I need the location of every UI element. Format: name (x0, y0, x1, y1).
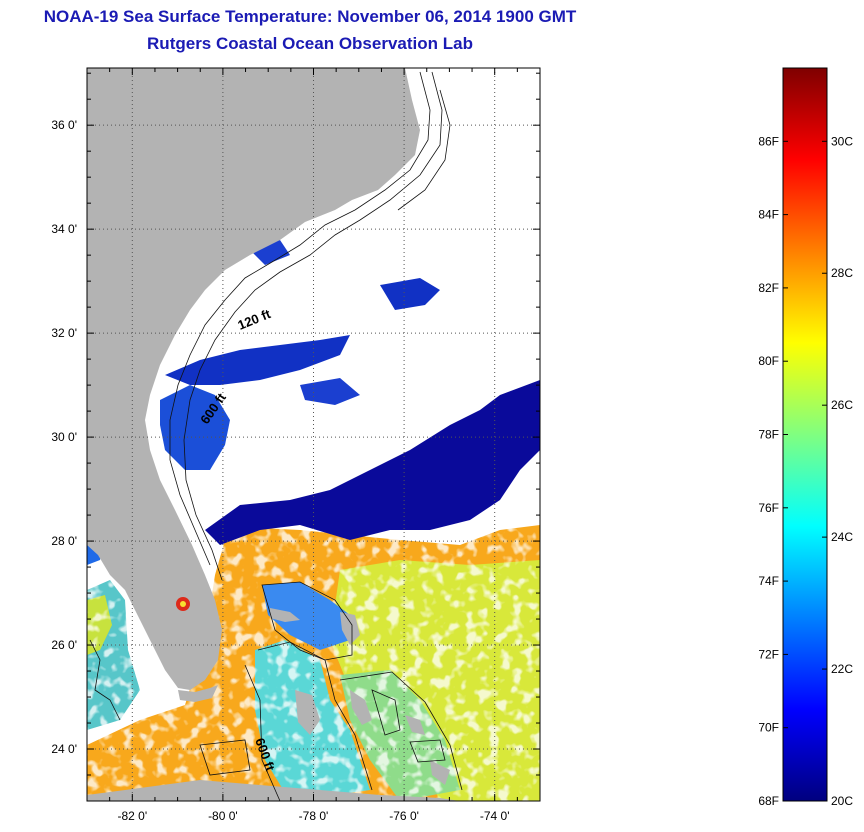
celsius-tick-label: 24C (831, 530, 853, 544)
map-frame (86, 67, 541, 802)
lon-tick-label: -76 0' (389, 809, 419, 823)
celsius-tick-label: 22C (831, 662, 853, 676)
lat-lon-grid: 24 0' 26 0' 28 0' 30 0' 32 0' 34 0' 36 0' -82 0… (51, 68, 541, 823)
sst-cold-shelf (165, 335, 350, 385)
fahrenheit-tick-label: 86F (758, 134, 779, 148)
lat-tick-label: 26 0' (51, 638, 77, 652)
colorbar-gradient (782, 67, 828, 802)
fahrenheit-tick-label: 72F (758, 647, 779, 661)
colorbar-ticks: 68F 70F 72F 74F 76F 78F 80F 82F 84F 86F 20C 22C 24C 2… (758, 134, 853, 808)
fahrenheit-tick-label: 68F (758, 794, 779, 808)
celsius-tick-label: 30C (831, 134, 853, 148)
lon-tick-label: -80 0' (208, 809, 238, 823)
celsius-tick-label: 20C (831, 794, 853, 808)
fahrenheit-tick-label: 74F (758, 574, 779, 588)
sst-cold-small-1 (300, 378, 360, 405)
map-subtitle: Rutgers Coastal Ocean Observation Lab (147, 34, 473, 53)
celsius-tick-label: 28C (831, 266, 853, 280)
fahrenheit-tick-label: 84F (758, 208, 779, 222)
lat-tick-label: 36 0' (51, 118, 77, 132)
fahrenheit-tick-label: 70F (758, 721, 779, 735)
fahrenheit-tick-label: 80F (758, 354, 779, 368)
us-east-coast-land (87, 68, 420, 690)
lat-tick-label: 30 0' (51, 430, 77, 444)
lon-tick-label: -82 0' (117, 809, 147, 823)
map-title: NOAA-19 Sea Surface Temperature: Novembe… (43, 7, 577, 26)
lon-tick-label: -74 0' (480, 809, 510, 823)
sst-cold-bahama-north (262, 582, 350, 650)
cuba-land (87, 780, 460, 801)
abaco-land (340, 612, 360, 645)
cay-land (430, 760, 450, 785)
sst-cold-patch (160, 385, 230, 470)
florida-keys-land (178, 685, 218, 702)
grand-bahama-land (270, 608, 300, 622)
lat-tick-label: 34 0' (51, 222, 77, 236)
lat-tick-label: 28 0' (51, 534, 77, 548)
lat-tick-label: 32 0' (51, 326, 77, 340)
fahrenheit-tick-label: 76F (758, 501, 779, 515)
lat-tick-label: 24 0' (51, 742, 77, 756)
lake-okeechobee-rim (180, 601, 186, 607)
andros-land (295, 690, 320, 735)
celsius-tick-label: 26C (831, 398, 853, 412)
fahrenheit-tick-label: 78F (758, 428, 779, 442)
sst-cold-front (205, 380, 540, 545)
eleuthera-land (350, 690, 372, 725)
bathymetry-contours (89, 71, 463, 801)
sst-cold-offshore (380, 278, 440, 310)
lon-tick-label: -78 0' (299, 809, 329, 823)
exuma-land (405, 715, 425, 735)
sst-cold-small-2 (250, 240, 290, 265)
fahrenheit-tick-label: 82F (758, 281, 779, 295)
